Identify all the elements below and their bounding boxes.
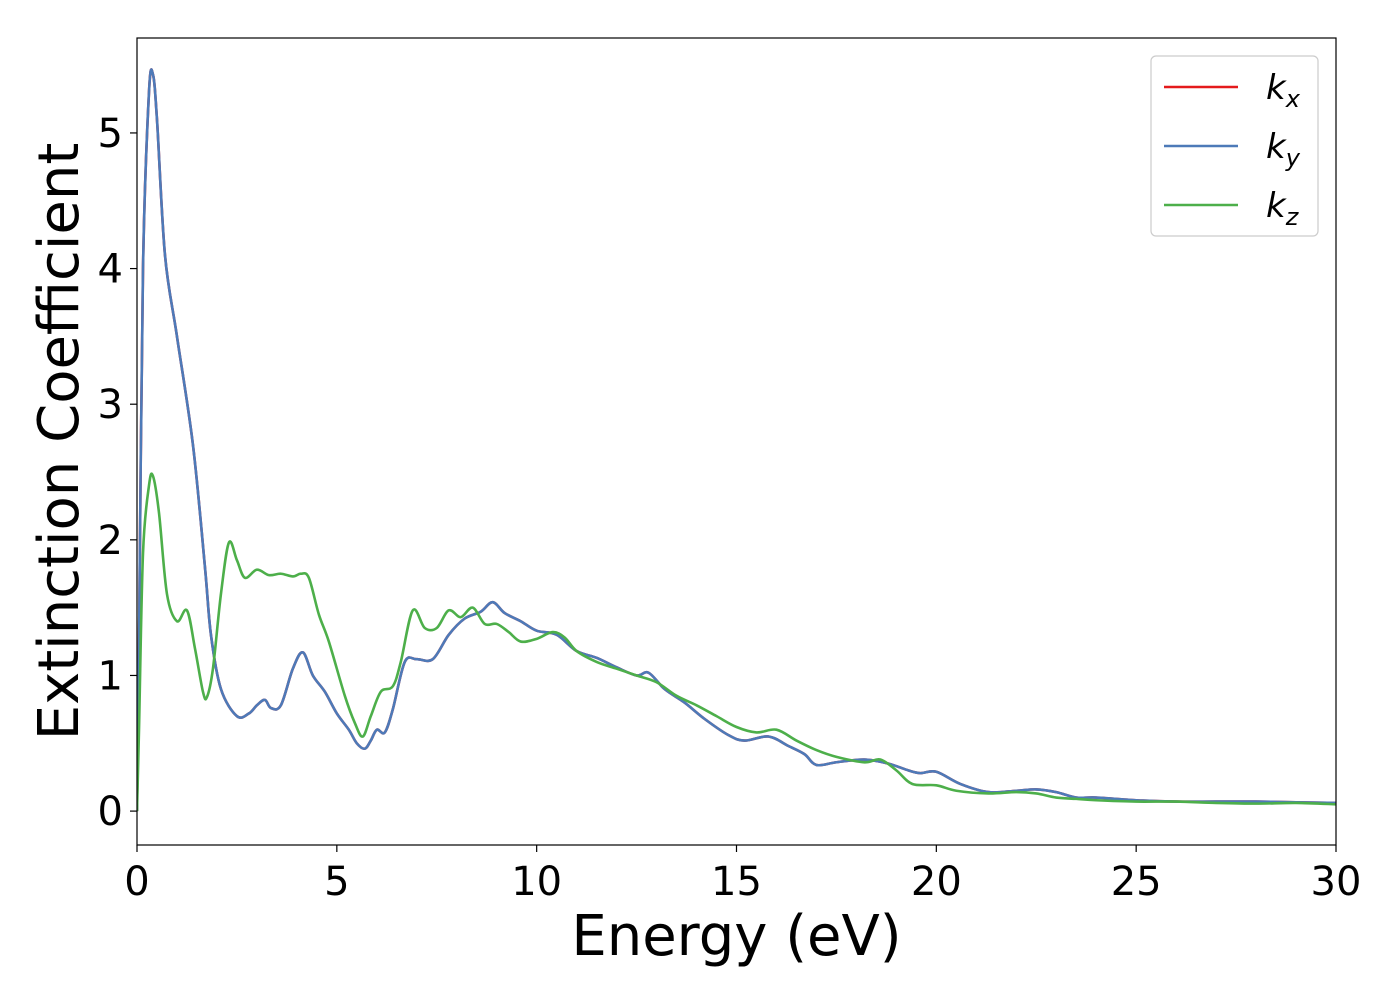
x-tick-label: 5 [324,859,349,905]
series-layer [137,68,1336,812]
y-tick-label: 4 [98,247,123,293]
series-line-ky [137,68,1336,812]
legend-label-ky: ky [1266,127,1301,172]
y-tick-label: 5 [98,111,123,157]
x-tick-label: 25 [1111,859,1162,905]
y-tick-label: 2 [98,518,123,564]
legend: kx ky kz [1150,55,1319,237]
x-tick-label: 30 [1311,859,1362,905]
y-axis: 0 1 2 3 4 5 [98,111,137,835]
x-tick-label: 20 [911,859,962,905]
x-tick-label: 10 [511,859,562,905]
y-axis-title: Extinction Coefficient [27,143,92,741]
y-tick-label: 3 [98,382,123,428]
y-tick-label: 1 [98,653,123,699]
legend-label-kx: kx [1266,68,1301,113]
series-line-kz [137,472,1336,812]
y-tick-label: 0 [98,789,123,835]
x-axis: 0 5 10 15 20 25 30 [124,845,1361,905]
x-axis-title: Energy (eV) [571,904,901,969]
x-tick-label: 0 [124,859,149,905]
legend-label-kz: kz [1266,186,1300,231]
x-tick-label: 15 [711,859,762,905]
